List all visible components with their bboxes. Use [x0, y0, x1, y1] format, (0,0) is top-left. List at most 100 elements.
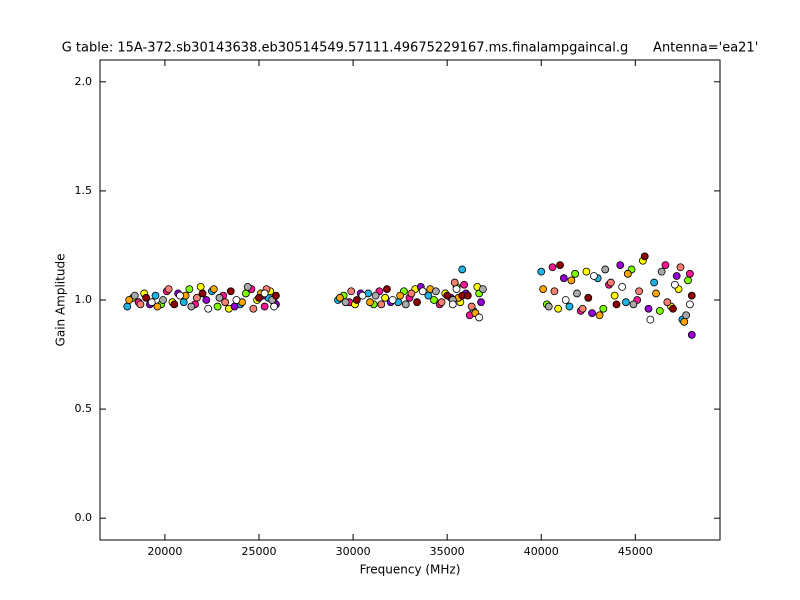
data-point: [684, 276, 692, 285]
y-axis-label: Gain Amplitude: [54, 254, 68, 347]
data-point: [601, 265, 610, 274]
data-point: [221, 298, 230, 307]
data-point: [196, 283, 205, 291]
data-point: [430, 296, 438, 304]
data-point: [407, 289, 416, 298]
y-tick-label: 1.0: [75, 293, 93, 306]
data-point: [599, 304, 608, 313]
data-point: [567, 276, 576, 285]
data-point: [193, 293, 201, 302]
data-point: [463, 291, 472, 300]
y-tick-label: 0.0: [75, 511, 93, 524]
data-point: [260, 289, 269, 298]
data-point: [153, 302, 162, 311]
data-point: [588, 309, 596, 317]
x-axis-label: Frequency (MHz): [360, 563, 461, 577]
data-point: [573, 289, 581, 298]
data-point: [336, 293, 344, 302]
data-point: [644, 304, 653, 313]
data-point: [366, 298, 374, 307]
data-point: [565, 302, 574, 311]
data-point: [477, 298, 485, 307]
y-tick-label: 0.5: [75, 402, 93, 415]
data-point: [270, 302, 278, 311]
data-point: [561, 296, 570, 304]
data-point: [272, 291, 280, 300]
data-point: [635, 287, 643, 296]
data-point: [646, 315, 655, 324]
data-point: [544, 302, 553, 311]
data-point: [629, 300, 638, 309]
data-point: [202, 296, 211, 304]
y-tick-label: 2.0: [75, 75, 93, 88]
data-point: [687, 331, 696, 339]
data-point: [125, 296, 134, 304]
data-point: [672, 272, 681, 280]
data-point: [571, 269, 580, 278]
plot-frame: [99, 59, 721, 541]
data-point: [556, 261, 564, 269]
data-point: [622, 298, 630, 307]
data-point: [341, 298, 350, 307]
data-point: [578, 304, 587, 313]
data-point: [685, 269, 694, 278]
data-point: [187, 302, 196, 311]
data-point: [584, 293, 593, 302]
data-point: [467, 302, 476, 311]
data-point: [670, 280, 679, 289]
data-point: [255, 293, 263, 302]
x-tick-label: 35000: [430, 545, 465, 558]
data-point: [663, 298, 672, 307]
data-point: [657, 267, 666, 276]
data-point: [209, 285, 218, 293]
data-point: [260, 302, 269, 311]
data-point: [652, 289, 660, 298]
data-point: [537, 267, 546, 276]
data-point: [559, 274, 568, 283]
data-point: [164, 285, 173, 293]
data-point: [431, 287, 440, 296]
data-point: [590, 272, 598, 280]
data-point: [176, 291, 184, 300]
data-point: [655, 307, 664, 315]
x-tick-label: 25000: [241, 545, 276, 558]
data-point: [612, 300, 621, 309]
data-point: [136, 300, 145, 309]
data-point: [539, 285, 548, 293]
data-point: [249, 304, 258, 313]
data-point: [401, 300, 410, 309]
data-point: [669, 304, 677, 313]
x-tick-label: 30000: [336, 545, 371, 558]
data-point: [623, 269, 632, 278]
data-point: [198, 289, 207, 298]
data-point: [215, 293, 224, 302]
data-point: [640, 252, 649, 261]
data-point: [437, 298, 446, 307]
data-point: [550, 287, 559, 296]
data-point: [418, 287, 427, 296]
data-point: [123, 302, 132, 311]
data-point: [179, 298, 188, 307]
data-point: [230, 302, 239, 311]
data-point: [388, 296, 397, 304]
data-point: [452, 285, 461, 293]
x-tick-label: 40000: [524, 545, 559, 558]
data-point: [396, 291, 405, 300]
data-point: [676, 263, 685, 272]
data-point: [450, 278, 459, 287]
data-point: [475, 313, 484, 322]
data-point: [479, 285, 487, 293]
data-point: [413, 298, 421, 307]
data-point: [610, 291, 619, 300]
x-tick-label: 20000: [147, 545, 182, 558]
data-point: [130, 291, 139, 300]
data-point: [377, 300, 386, 309]
data-point: [151, 291, 160, 300]
data-point: [381, 293, 389, 302]
y-tick-label: 1.5: [75, 184, 93, 197]
chart-title: G table: 15A-372.sb30143638.eb30514549.5…: [62, 41, 759, 56]
data-point: [170, 300, 179, 309]
data-point: [358, 291, 367, 300]
data-point: [661, 261, 670, 269]
